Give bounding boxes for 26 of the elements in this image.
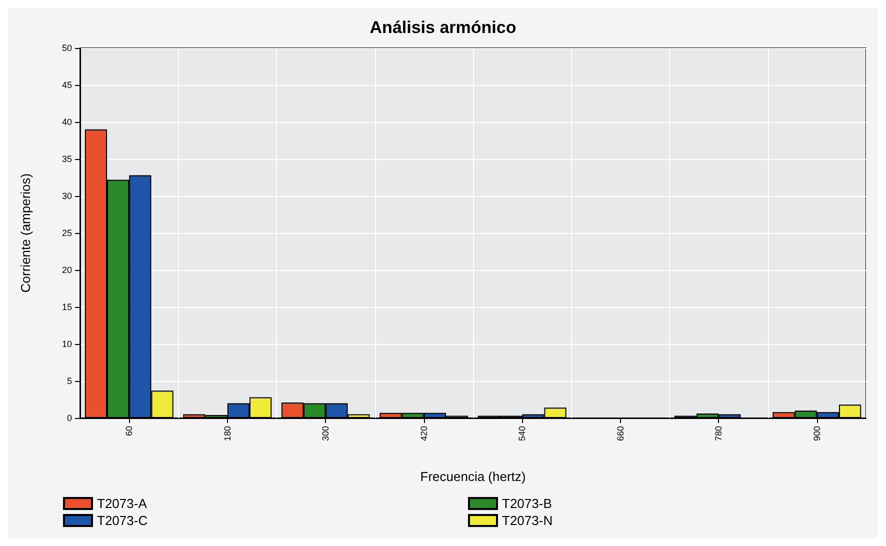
- legend-label: T2073-N: [502, 513, 553, 528]
- x-tick-label: 660: [615, 426, 626, 442]
- x-tick-label: 60: [124, 426, 134, 436]
- x-tick-label: 900: [812, 426, 822, 442]
- legend-label: T2073-C: [97, 513, 148, 528]
- y-tick-label: 50: [62, 43, 72, 53]
- y-tick-label: 45: [62, 80, 72, 90]
- y-tick-label: 30: [62, 191, 72, 201]
- y-tick-label: 35: [62, 154, 72, 164]
- legend-label: T2073-A: [97, 496, 148, 511]
- y-tick-label: 25: [62, 228, 72, 238]
- y-axis-title: Corriente (amperios): [18, 173, 33, 293]
- x-tick-label: 780: [714, 426, 724, 442]
- x-tick-label: 420: [418, 426, 429, 442]
- y-tick-label: 5: [66, 376, 72, 386]
- chart-title: Análisis armónico: [370, 18, 516, 37]
- y-tick-label: 15: [62, 302, 72, 312]
- y-tick-label: 0: [66, 413, 72, 423]
- x-tick-label: 540: [517, 426, 528, 442]
- y-tick-label: 40: [62, 117, 72, 127]
- x-tick-label: 180: [222, 426, 232, 442]
- x-axis-title: Frecuencia (hertz): [420, 469, 526, 484]
- x-tick-label: 300: [320, 426, 331, 442]
- legend-label: T2073-B: [502, 496, 552, 511]
- y-tick-label: 20: [62, 265, 72, 275]
- y-tick-label: 10: [62, 339, 72, 349]
